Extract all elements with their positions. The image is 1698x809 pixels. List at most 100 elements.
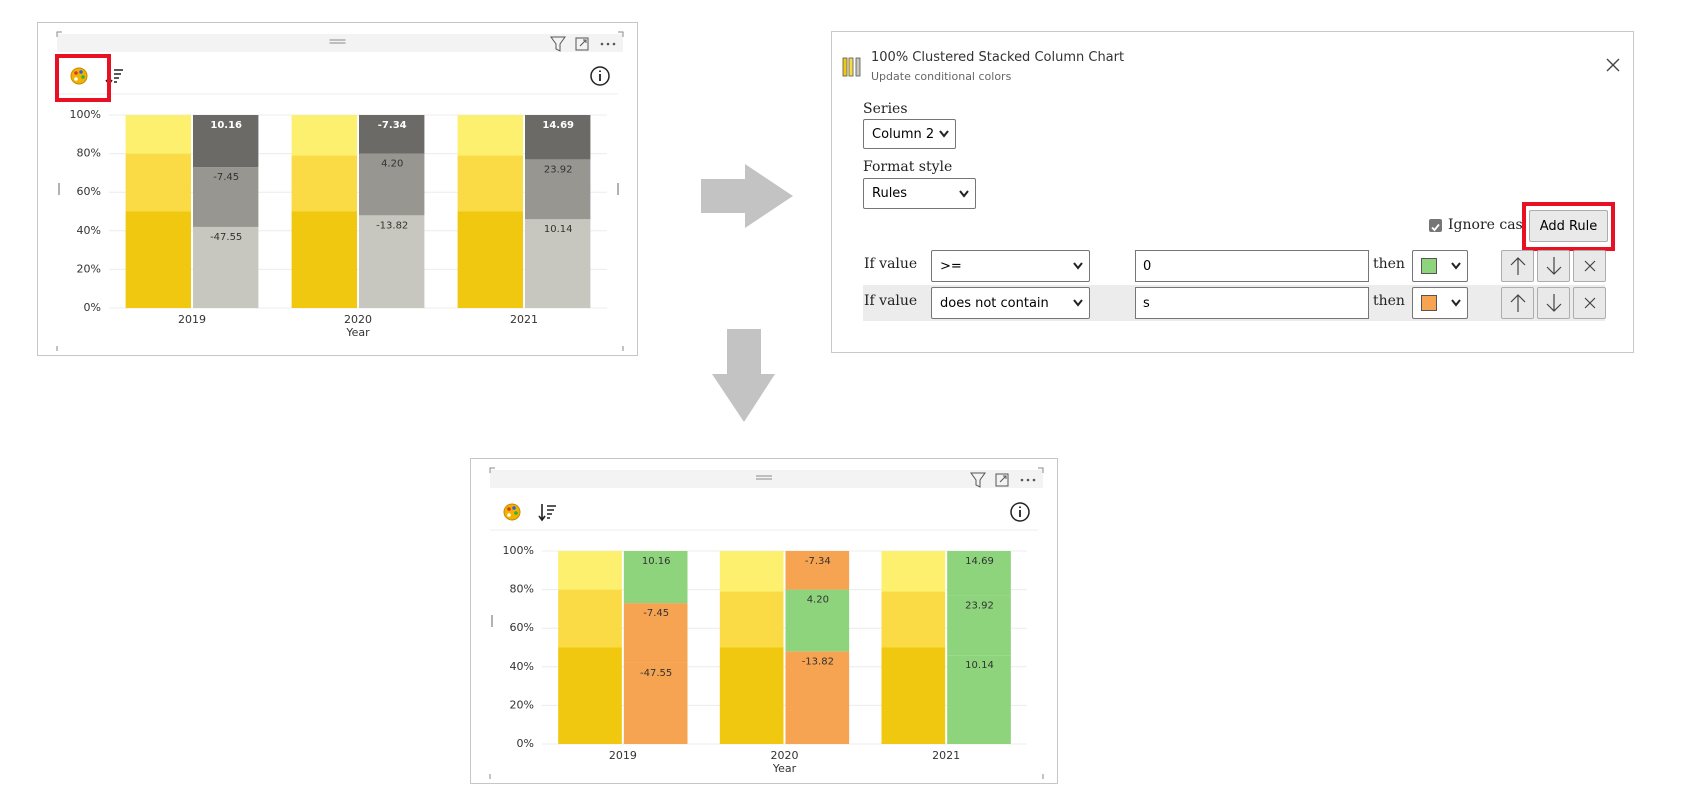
delete-rule-icon (1584, 260, 1596, 272)
info-icon[interactable] (1010, 502, 1030, 522)
palette-dot (507, 513, 511, 517)
rule-prefix: If value (864, 293, 918, 309)
move-up-button[interactable] (1501, 250, 1534, 282)
palette-body (503, 503, 521, 521)
highlight-box (55, 54, 111, 102)
bar-segment (785, 551, 850, 590)
bar-segment (457, 115, 523, 156)
y-tick-label: 40% (510, 660, 534, 673)
y-tick-label: 100% (70, 108, 101, 121)
focus-icon[interactable] (995, 473, 1009, 487)
operator-value: >= (940, 258, 962, 274)
data-label: 10.14 (544, 224, 573, 235)
more-icon[interactable] (1032, 478, 1036, 482)
move-down-icon (1546, 257, 1562, 275)
data-label: 10.16 (642, 556, 671, 567)
bar-segment (291, 115, 357, 156)
move-down-button[interactable] (1537, 287, 1570, 319)
x-tick-label: 2021 (932, 749, 960, 762)
series-value: Column 2 (872, 126, 935, 142)
y-tick-label: 80% (510, 583, 534, 596)
y-tick-label: 60% (77, 185, 101, 198)
corner-marks (489, 467, 1044, 779)
more-icon[interactable] (600, 42, 604, 46)
bar-segment (785, 589, 850, 652)
series-label: Series (863, 101, 908, 117)
data-label: 14.69 (542, 120, 574, 131)
data-label: 4.20 (381, 159, 403, 170)
move-up-icon (1510, 294, 1526, 312)
more-icon[interactable] (1026, 478, 1030, 482)
dialog-title: 100% Clustered Stacked Column Chart (871, 50, 1125, 65)
y-tick-label: 20% (77, 262, 101, 275)
chevron (1451, 262, 1461, 270)
data-label: -7.34 (805, 556, 831, 567)
bar-segment (125, 211, 191, 308)
bar-segment (359, 215, 425, 308)
sort-icon[interactable] (538, 504, 556, 522)
data-label: 10.16 (210, 120, 242, 131)
bar-segment (359, 115, 425, 154)
operator-select[interactable]: >= (931, 250, 1090, 282)
color-select[interactable] (1412, 287, 1468, 319)
chevron (1073, 299, 1083, 307)
bar-segment (457, 155, 523, 212)
palette-icon[interactable] (70, 67, 88, 85)
filter-icon[interactable] (970, 472, 986, 488)
y-tick-label: 60% (510, 621, 534, 634)
more-icon[interactable] (612, 42, 616, 46)
x-tick-label: 2020 (344, 313, 372, 326)
close-button[interactable] (1605, 57, 1621, 73)
palette-dot (512, 506, 516, 510)
operator-value: does not contain (940, 295, 1049, 311)
filter-icon[interactable] (550, 36, 566, 52)
bar-segment (719, 551, 784, 592)
format-label: Format style (863, 159, 953, 175)
y-tick-label: 40% (77, 224, 101, 237)
y-tick-label: 0% (84, 301, 101, 314)
data-label: 14.69 (965, 556, 994, 567)
bar-segment (291, 155, 357, 212)
value-input[interactable]: 0 (1135, 250, 1369, 282)
bar-segment (719, 591, 784, 648)
chart-icon (842, 57, 861, 77)
add-rule-button[interactable]: Add Rule (1529, 210, 1608, 242)
data-label: -7.45 (643, 608, 669, 619)
data-label: 10.14 (965, 660, 994, 671)
ignore-case-checkbox[interactable] (1429, 219, 1442, 232)
bar-segment (947, 595, 1011, 656)
corner-marks (56, 31, 624, 351)
more-icon[interactable] (1020, 478, 1024, 482)
color-select[interactable] (1412, 250, 1468, 282)
info-icon[interactable] (590, 66, 610, 86)
bar-segment (125, 153, 191, 212)
focus-icon[interactable] (575, 37, 589, 51)
rule-prefix: If value (864, 256, 918, 272)
bar-segment (558, 551, 622, 590)
move-up-button[interactable] (1501, 287, 1534, 319)
data-label: -47.55 (640, 668, 672, 679)
bar-segment (525, 115, 591, 160)
x-tick-label: 2020 (771, 749, 799, 762)
delete-rule-button[interactable] (1573, 287, 1606, 319)
bar-segment (193, 167, 259, 227)
y-tick-label: 100% (503, 544, 534, 557)
format-select[interactable]: Rules (863, 178, 976, 209)
dialog-subtitle: Update conditional colors (871, 70, 1012, 83)
conditional-colors-dialog: 100% Clustered Stacked Column Chart Upda… (831, 31, 1634, 353)
delete-rule-button[interactable] (1573, 250, 1606, 282)
y-tick-label: 0% (517, 737, 534, 750)
series-select[interactable]: Column 2 (863, 119, 956, 149)
bar-segment (359, 153, 425, 216)
palette-icon[interactable] (503, 503, 521, 521)
arrow-right (701, 164, 793, 228)
palette-dot (79, 70, 83, 74)
chevron (1073, 262, 1083, 270)
operator-select[interactable]: does not contain (931, 287, 1090, 319)
move-down-button[interactable] (1537, 250, 1570, 282)
more-icon[interactable] (606, 42, 610, 46)
move-up-icon (1510, 257, 1526, 275)
rule-then: then (1373, 293, 1405, 309)
ignore-case-label: Ignore case (1448, 217, 1532, 233)
value-input[interactable]: s (1135, 287, 1369, 319)
